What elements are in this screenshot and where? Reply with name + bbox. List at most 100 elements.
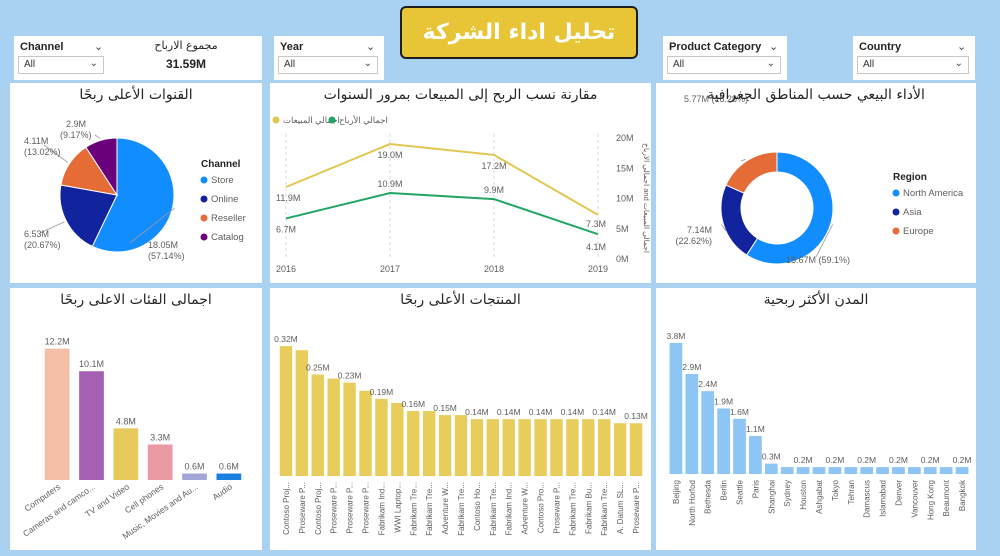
y-axis-label: اجمالي الارباح and اجمالي المبيعات	[642, 143, 651, 253]
x-tick-label: Audio	[210, 481, 234, 502]
chevron-down-icon[interactable]: ⌄	[366, 40, 376, 53]
profit-sales-line-chart: اجمالي المبيعات اجمالي الأرباح 2016 2017 201…	[272, 114, 651, 274]
data-label: 1.1M	[746, 424, 765, 434]
channel-dropdown[interactable]: All ⌄	[18, 56, 104, 74]
bar	[717, 408, 730, 474]
x-tick-label: Shanghai	[767, 480, 776, 514]
bar	[613, 423, 627, 476]
year-dropdown[interactable]: All ⌄	[278, 56, 378, 74]
bar	[407, 411, 420, 476]
data-label: 0.3M	[762, 452, 781, 462]
bar	[44, 348, 70, 480]
bar	[685, 373, 699, 474]
year-slicer[interactable]: Year ⌄ All ⌄	[274, 36, 384, 80]
data-label: 0.14M	[465, 407, 489, 417]
leader-line	[721, 224, 727, 232]
data-label: 12.2M	[45, 337, 70, 347]
x-tick-label: Tokyo	[831, 479, 840, 500]
chart-title: مقارنة نسب الربح إلى المبيعات بمرور السن…	[323, 87, 598, 103]
product-category-slicer-label: Product Category	[669, 41, 762, 53]
data-label: (13.02%)	[24, 147, 61, 157]
channel-slicer[interactable]: Channel ⌄ All ⌄	[14, 36, 110, 80]
pie-slice	[91, 137, 175, 253]
bar	[812, 467, 826, 474]
profit-sales-panel: مقارنة نسب الربح إلى المبيعات بمرور السن…	[270, 83, 651, 283]
x-tick-label: Fabrikam Tre...	[568, 482, 577, 536]
channels-pie-chart: 18.05M 6.53M(20.67%) 4.11M(13.02%) 2.9M(9.1…	[24, 119, 246, 261]
bar	[780, 467, 794, 474]
data-label: 0.2M	[953, 455, 972, 465]
data-label: 18.05M	[148, 240, 178, 250]
data-label: 0.16M	[401, 399, 425, 409]
x-tick-label: WWI Laptop...	[393, 482, 402, 533]
legend-marker	[200, 214, 208, 222]
pie-slice	[745, 151, 834, 265]
x-tick-label: Fabrikam Tre...	[600, 482, 609, 536]
legend-marker	[892, 208, 900, 216]
x-tick-label: Adventure W...	[441, 482, 450, 534]
bar	[701, 391, 715, 474]
legend-item: Europe	[903, 226, 934, 237]
bar	[908, 467, 921, 474]
bar	[422, 411, 436, 476]
x-tick-label: Proseware P...	[362, 482, 371, 533]
legend-item: Asia	[903, 207, 922, 218]
product-category-slicer[interactable]: Product Category ⌄ All ⌄	[663, 36, 787, 80]
bar	[502, 419, 515, 476]
x-tick-label: Proseware P...	[330, 482, 339, 533]
x-tick-label: 2018	[484, 264, 504, 274]
data-label: 4.11M	[24, 136, 48, 146]
data-label: 0.32M	[274, 334, 298, 344]
bar	[844, 467, 858, 474]
data-label: 0.14M	[497, 407, 521, 417]
country-slicer[interactable]: Country ⌄ All ⌄	[853, 36, 975, 80]
chevron-down-icon[interactable]: ⌄	[957, 40, 967, 53]
legend-title: Channel	[201, 159, 241, 170]
data-label: 18.67M (59.1%)	[786, 255, 850, 265]
legend-marker	[200, 195, 208, 203]
chevron-down-icon[interactable]: ⌄	[94, 40, 104, 53]
chevron-down-icon: ⌄	[766, 58, 775, 69]
x-tick-label: Fabrikam Tre...	[409, 482, 418, 536]
pie-slice	[725, 151, 778, 194]
chart-title: المنتجات الأعلى ربحًا	[400, 292, 521, 308]
legend-title: Region	[893, 172, 927, 183]
series-line	[285, 192, 599, 236]
data-label: 10.9M	[377, 179, 402, 189]
chevron-down-icon: ⌄	[954, 58, 963, 69]
bar	[892, 467, 905, 474]
leader-line	[740, 158, 746, 162]
country-dropdown[interactable]: All ⌄	[857, 56, 969, 74]
x-tick-label: Beijing	[672, 480, 681, 504]
data-label: 0.14M	[529, 407, 553, 417]
kpi-label: مجموع الارباح	[154, 39, 218, 52]
bar	[550, 419, 563, 476]
chart-title: القنوات الأعلى ربحًا	[79, 87, 193, 103]
x-tick-label: Paris	[751, 480, 760, 498]
x-tick-label: Berlin	[720, 480, 729, 500]
products-panel: المنتجات الأعلى ربحًا 0.32M Contoso Proj.…	[270, 288, 651, 550]
x-tick-label: Proseware P...	[632, 482, 641, 533]
bar	[566, 419, 579, 476]
pie-slice	[59, 184, 118, 248]
chevron-down-icon[interactable]: ⌄	[769, 40, 779, 53]
product-category-dropdown[interactable]: All ⌄	[667, 56, 781, 74]
legend-item: Catalog	[211, 232, 244, 243]
bar	[391, 402, 404, 476]
profit-kpi-card: مجموع الارباح 31.59M	[110, 36, 262, 80]
leader-line	[39, 221, 65, 234]
leader-line	[94, 134, 101, 139]
bar	[598, 419, 611, 476]
x-tick-label: Ashgabat	[815, 479, 824, 514]
bar	[375, 398, 388, 476]
x-tick-label: Fabrikam Tre...	[489, 482, 498, 536]
data-label: 0.6M	[219, 462, 239, 472]
data-label: 0.23M	[338, 371, 362, 381]
x-tick-label: Contoso Proj...	[282, 482, 291, 535]
data-label: (22.62%)	[675, 236, 712, 246]
data-label: 4.8M	[116, 416, 136, 426]
dashboard-title: تحليل اداء الشركة	[400, 6, 638, 59]
data-label: 0.25M	[306, 363, 330, 373]
y-tick-label: 5M	[616, 224, 629, 234]
